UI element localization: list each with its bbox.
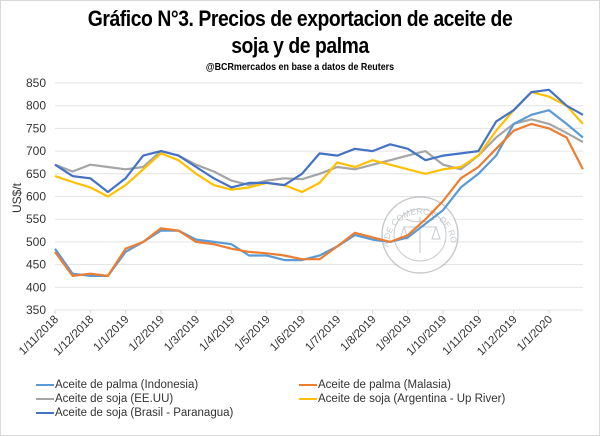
legend-label: Aceite de soja (Brasil - Paranagua) (55, 407, 234, 419)
watermark-seal: BOLSA DE COMERCIO DE ROSARIO (0, 0, 459, 274)
x-tick-marks (54, 310, 550, 314)
y-tick-label: 450 (26, 258, 46, 272)
seal-inner-ring (393, 208, 447, 262)
y-tick-label: 750 (26, 121, 46, 135)
gridlines (55, 82, 583, 311)
y-tick-label: 350 (26, 303, 46, 317)
y-tick-label: 650 (26, 167, 46, 181)
y-tick-label: 550 (26, 212, 46, 226)
y-tick-label: 500 (26, 235, 46, 249)
series-lines (54, 88, 584, 277)
x-tick-label: 1/2/2019 (127, 314, 167, 354)
legend-item: Aceite de palma (Malasia) (299, 379, 451, 391)
series-line-aceite-de-palma-malasia (54, 122, 584, 277)
series-line-aceite-de-soja-argentina-up-river (54, 90, 584, 198)
x-tick-label: 1/8/2019 (339, 314, 379, 354)
y-tick-labels: 350 400 450 500 550 600 650 700 750 800 850 (26, 76, 46, 317)
y-tick-label: 600 (26, 190, 46, 204)
x-tick-label: 1/1/2020 (515, 314, 555, 354)
chart-title-line1: Gráfico N°3. Precios de exportacion de a… (87, 6, 513, 31)
legend-item: Aceite de palma (Indonesia) (36, 379, 198, 391)
y-tick-label: 700 (26, 144, 46, 158)
legend-swatch (36, 412, 54, 414)
x-tick-label: 1/4/2019 (197, 314, 237, 354)
legend-label: Aceite de soja (Argentina - Up River) (318, 393, 506, 405)
series-line-aceite-de-palma-indonesia (54, 109, 584, 277)
legend-swatch (36, 398, 54, 400)
legend-item: Aceite de soja (Brasil - Paranagua) (36, 407, 233, 419)
y-tick-label: 400 (26, 280, 46, 294)
y-axis-label: US$/t (10, 182, 24, 213)
x-tick-label: 1/5/2019 (233, 314, 273, 354)
y-tick-label: 850 (26, 76, 46, 90)
x-tick-label: 1/6/2019 (268, 314, 308, 354)
x-tick-labels: 1/11/20181/12/20181/1/20191/2/20191/3/20… (17, 314, 555, 359)
legend-label: Aceite de soja (EE.UU) (55, 393, 174, 405)
series-line-aceite-de-soja-ee-uu (54, 118, 584, 187)
x-tick-label: 1/3/2019 (162, 314, 202, 354)
x-tick-label: 1/1/2019 (92, 314, 132, 354)
legend-item: Aceite de soja (EE.UU) (36, 393, 173, 405)
series-line-aceite-de-soja-brasil-paranagua (54, 88, 584, 194)
chart-subtitle: @BCRmercados en base a datos de Reuters (205, 61, 395, 73)
legend-swatch (299, 398, 317, 400)
legend-swatch (299, 384, 317, 386)
y-tick-label: 800 (26, 99, 46, 113)
legend-item: Aceite de soja (Argentina - Up River) (299, 393, 505, 405)
legend-swatch (36, 384, 54, 386)
seal-text: BOLSA DE COMERCIO DE ROSARIO (0, 0, 459, 247)
x-tick-label: 1/7/2019 (303, 314, 343, 354)
legend-label: Aceite de palma (Malasia) (318, 379, 451, 391)
chart-title-line2: soja y de palma (231, 33, 369, 58)
legend-label: Aceite de palma (Indonesia) (55, 379, 199, 391)
